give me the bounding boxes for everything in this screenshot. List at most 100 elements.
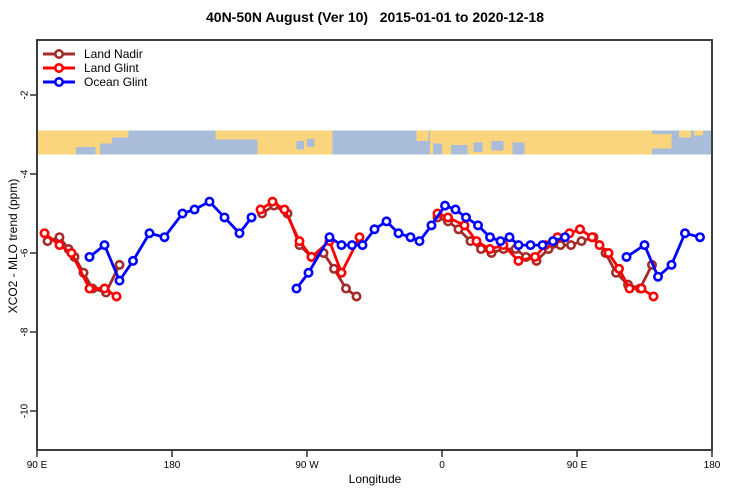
data-point-ocean-glint xyxy=(246,212,257,223)
data-point-land-glint xyxy=(603,248,614,259)
data-point-ocean-glint xyxy=(694,232,705,243)
data-point-land-glint xyxy=(279,204,290,215)
data-point-land-glint xyxy=(66,248,77,259)
data-point-land-glint xyxy=(624,283,635,294)
legend-label: Land Glint xyxy=(84,60,139,75)
data-point-land-nadir xyxy=(328,263,339,274)
y-tick-label: -10 xyxy=(20,403,31,418)
map-band-land xyxy=(694,130,703,136)
data-point-ocean-glint xyxy=(495,236,506,247)
data-point-land-glint xyxy=(306,251,317,262)
y-tick-label: -2 xyxy=(20,90,31,99)
data-point-ocean-glint xyxy=(450,204,461,215)
data-point-land-glint xyxy=(54,240,65,251)
series-line-ocean-glint xyxy=(625,231,701,279)
map-band-water xyxy=(433,143,442,155)
series-line-land-nadir xyxy=(261,204,358,298)
map-band-land xyxy=(679,130,691,138)
data-point-ocean-glint xyxy=(484,232,495,243)
y-tick-label: -4 xyxy=(20,169,31,178)
map-band-land xyxy=(110,130,129,138)
data-point-ocean-glint xyxy=(393,228,404,239)
data-point-land-glint xyxy=(471,236,482,247)
data-point-ocean-glint xyxy=(381,216,392,227)
legend-marker-icon xyxy=(43,62,75,73)
data-point-ocean-glint xyxy=(234,228,245,239)
data-point-land-glint xyxy=(586,232,597,243)
data-point-ocean-glint xyxy=(336,240,347,251)
map-band-water xyxy=(451,144,468,155)
data-point-land-glint xyxy=(594,240,605,251)
data-point-land-glint xyxy=(84,283,95,294)
series-ocean-glint xyxy=(84,196,705,294)
legend-item: Land Nadir xyxy=(42,47,147,61)
map-band-water xyxy=(491,141,504,151)
series-line-ocean-glint xyxy=(295,204,566,290)
data-point-ocean-glint xyxy=(639,240,650,251)
data-point-land-glint xyxy=(111,291,122,302)
data-point-ocean-glint xyxy=(439,200,450,211)
legend-marker-icon xyxy=(43,76,75,87)
x-tick-label: 90 W xyxy=(295,460,319,471)
series-line-land-glint xyxy=(259,200,361,275)
data-point-land-glint xyxy=(513,255,524,266)
data-point-land-glint xyxy=(636,283,647,294)
map-band-land xyxy=(215,130,258,140)
data-point-ocean-glint xyxy=(303,267,314,278)
map-band-land xyxy=(257,130,333,155)
data-point-ocean-glint xyxy=(525,240,536,251)
data-point-ocean-glint xyxy=(189,204,200,215)
data-point-land-nadir xyxy=(114,259,125,270)
data-point-land-glint xyxy=(336,267,347,278)
x-tick-label: 90 E xyxy=(567,460,588,471)
legend-item: Ocean Glint xyxy=(42,75,147,89)
data-point-land-glint xyxy=(613,263,624,274)
data-point-land-glint xyxy=(354,232,365,243)
data-point-land-glint xyxy=(442,212,453,223)
x-tick-label: 0 xyxy=(439,460,445,471)
data-point-ocean-glint xyxy=(559,232,570,243)
map-band-land xyxy=(100,130,112,144)
data-point-ocean-glint xyxy=(666,259,677,270)
map-band-land xyxy=(416,130,429,142)
map-band-water xyxy=(76,147,96,155)
data-point-ocean-glint xyxy=(291,283,302,294)
data-point-ocean-glint xyxy=(177,208,188,219)
data-point-land-nadir xyxy=(576,236,587,247)
data-point-ocean-glint xyxy=(144,228,155,239)
data-point-ocean-glint xyxy=(679,228,690,239)
data-point-ocean-glint xyxy=(159,232,170,243)
data-point-ocean-glint xyxy=(414,236,425,247)
data-point-ocean-glint xyxy=(357,240,368,251)
map-band-water xyxy=(307,138,315,148)
data-point-land-nadir xyxy=(565,240,576,251)
legend-item: Land Glint xyxy=(42,60,147,75)
data-point-land-nadir xyxy=(42,236,53,247)
data-point-ocean-glint xyxy=(621,251,632,262)
data-point-land-nadir xyxy=(555,240,566,251)
data-point-ocean-glint xyxy=(472,220,483,231)
x-tick-label: 90 E xyxy=(27,460,48,471)
legend-marker-icon xyxy=(43,48,75,59)
legend: Land Nadir Land Glint Ocean Glint xyxy=(42,47,147,89)
map-band-water xyxy=(473,142,483,152)
data-point-ocean-glint xyxy=(513,240,524,251)
data-point-ocean-glint xyxy=(504,232,515,243)
data-point-ocean-glint xyxy=(460,212,471,223)
data-point-ocean-glint xyxy=(128,255,139,266)
data-point-land-glint xyxy=(574,224,585,235)
data-point-ocean-glint xyxy=(369,224,380,235)
data-point-ocean-glint xyxy=(204,196,215,207)
data-point-land-glint xyxy=(648,291,659,302)
chart-title: 40N-50N August (Ver 10) 2015-01-01 to 20… xyxy=(206,9,544,25)
data-point-ocean-glint xyxy=(346,240,357,251)
map-band-water xyxy=(296,141,304,150)
data-point-ocean-glint xyxy=(324,232,335,243)
x-tick-label: 180 xyxy=(164,460,181,471)
series-line-land-glint xyxy=(437,212,655,298)
data-point-land-glint xyxy=(255,204,266,215)
data-point-land-nadir xyxy=(351,291,362,302)
data-point-ocean-glint xyxy=(99,240,110,251)
series-line-land-nadir xyxy=(437,216,654,290)
